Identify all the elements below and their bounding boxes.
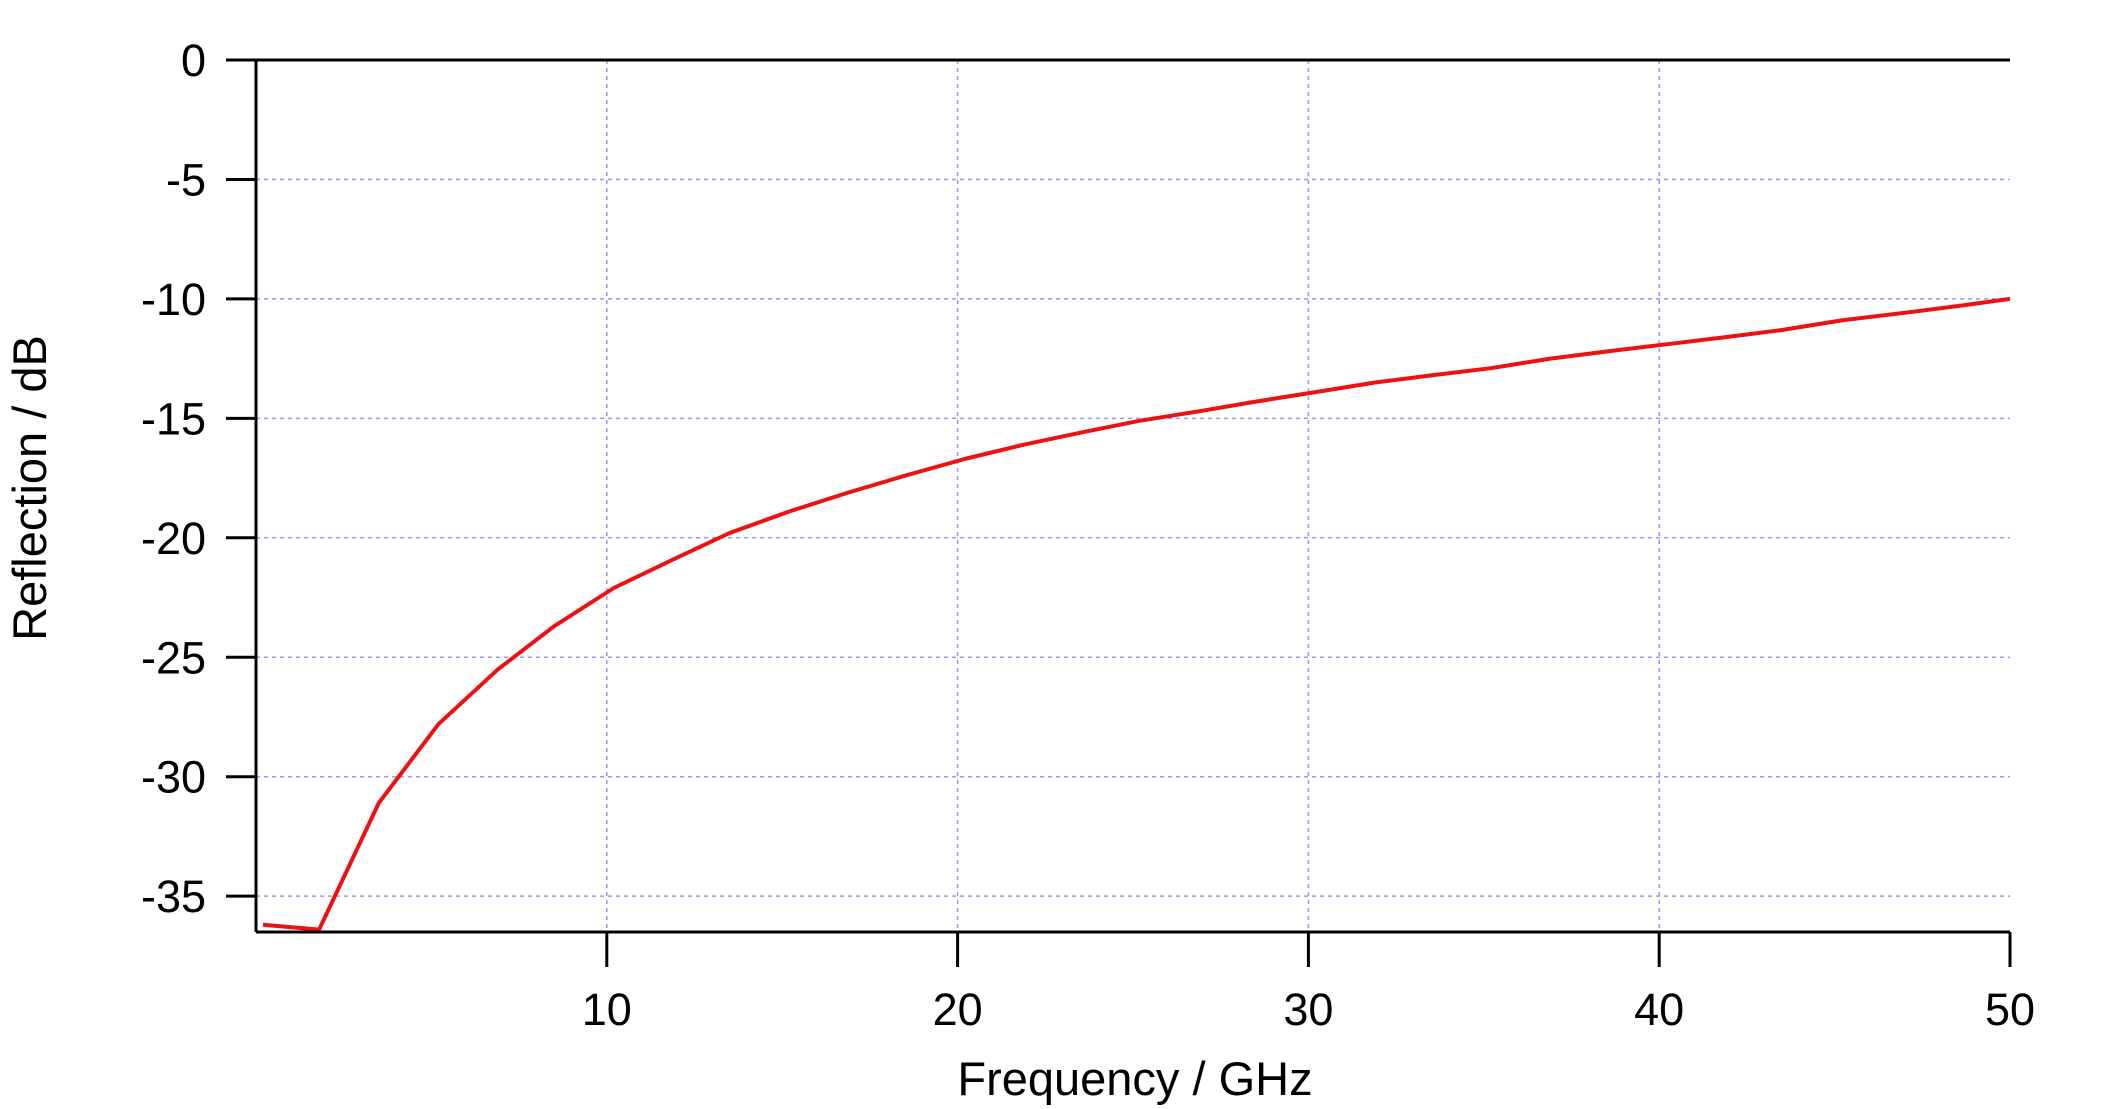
y-tick-label: -35 [141,871,206,922]
series-line-1 [262,296,2011,932]
x-tick-label: 20 [933,984,983,1035]
y-tick-label: -15 [141,393,206,444]
x-tick-label: 10 [582,984,632,1035]
y-tick-label: -10 [141,274,206,325]
axis-layer [226,58,2012,967]
y-tick-label: -5 [166,154,206,205]
y-tick-label: -30 [141,752,206,803]
x-tick-label: 30 [1283,984,1333,1035]
y-tick-label: -20 [141,513,206,564]
series-layer [262,296,2011,932]
y-tick-label: 0 [181,35,206,86]
y-tick-label: -25 [141,632,206,683]
x-tick-label: 40 [1634,984,1684,1035]
grid-layer [256,60,2010,932]
x-axis-label: Frequency / GHz [957,1052,1312,1105]
tick-label-layer: 0 -5 -10 -15 -20 -25 -30 -35 10 20 30 40 50 [141,35,2035,1035]
y-axis-label: Reflection / dB [3,335,56,641]
x-tick-label: 50 [1985,984,2035,1035]
